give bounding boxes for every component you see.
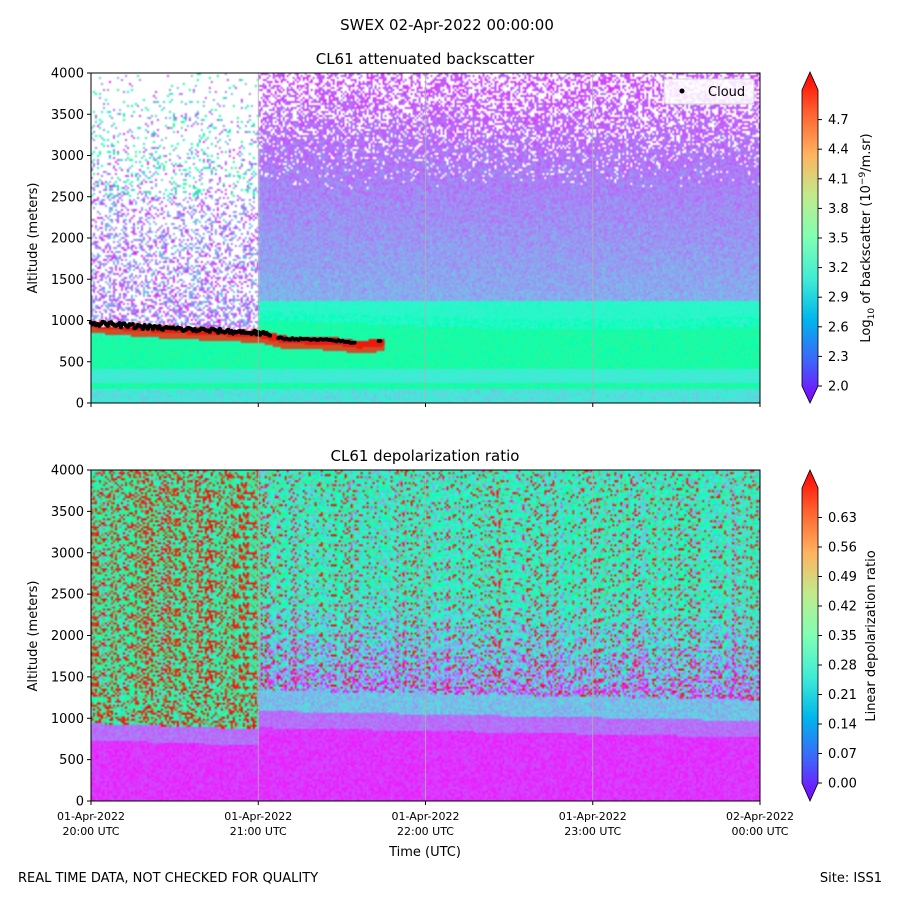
x-tick-date: 01-Apr-2022	[57, 810, 125, 823]
backscatter-colorbar-ticks: 2.0 2.3 2.6 2.9 3.2 3.5 3.8 4.1 4.4 4.7	[818, 113, 849, 395]
x-tick-date: 01-Apr-2022	[224, 810, 292, 823]
cloud-base-markers	[88, 319, 383, 346]
cb1-label-sup: −9	[858, 172, 868, 186]
y-tick-label: 2500	[51, 588, 84, 603]
x-tick-time: 00:00 UTC	[731, 825, 788, 838]
cloud-marker	[118, 325, 124, 330]
cb1-label-suffix: /m.sr)	[859, 133, 874, 171]
colorbar-tick-label: 2.0	[828, 380, 849, 395]
depolarization-colorbar-label: Linear depolarization ratio	[864, 550, 879, 721]
footer-site: Site: ISS1	[820, 871, 882, 886]
colorbar-tick-label: 0.21	[828, 688, 857, 703]
y-tick-label: 3000	[51, 546, 84, 561]
y-tick-label: 500	[59, 355, 84, 370]
x-tick-time: 21:00 UTC	[230, 825, 287, 838]
backscatter-colorbar-label: Log10 of backscatter (10−9/m.sr)	[858, 133, 877, 342]
x-tick-date: 02-Apr-2022	[726, 810, 794, 823]
depolarization-y-ticks: 0 500 1000 1500 2000 2500 3000 3500 4000	[51, 464, 91, 810]
cloud-marker	[378, 339, 383, 344]
cloud-marker	[215, 330, 221, 335]
depolarization-panel: CL61 depolarization ratio 0 500 1000 1500 20…	[26, 447, 879, 838]
y-tick-label: 1500	[51, 273, 84, 288]
cloud-marker	[352, 340, 357, 345]
x-tick-date: 01-Apr-2022	[559, 810, 627, 823]
y-tick-label: 4000	[51, 67, 84, 82]
cb1-label-sub: 10	[867, 308, 877, 320]
colorbar-tick-label: 0.42	[828, 600, 857, 615]
y-tick-label: 3000	[51, 149, 84, 164]
y-tick-label: 0	[76, 397, 84, 412]
x-tick-time: 20:00 UTC	[62, 825, 119, 838]
y-tick-label: 2500	[51, 190, 84, 205]
y-tick-label: 2000	[51, 629, 84, 644]
backscatter-colorbar-bar	[801, 71, 819, 404]
backscatter-panel: CL61 attenuated backscatter 0 500 1000 1500…	[26, 50, 877, 412]
depolarization-colorbar: 0.00 0.07 0.14 0.21 0.28 0.35 0.42 0.49 0.56 0.63…	[801, 469, 879, 802]
colorbar-tick-label: 0.00	[828, 777, 857, 792]
footer-disclaimer: REAL TIME DATA, NOT CHECKED FOR QUALITY	[18, 871, 318, 886]
y-tick-label: 3500	[51, 505, 84, 520]
colorbar-tick-label: 3.5	[828, 232, 849, 247]
x-axis-label: Time (UTC)	[388, 845, 461, 860]
y-tick-label: 0	[76, 795, 84, 810]
cb1-label-prefix: Log	[859, 319, 874, 342]
colorbar-tick-label: 0.63	[828, 511, 857, 526]
x-tick-date: 01-Apr-2022	[391, 810, 459, 823]
y-tick-label: 1000	[51, 314, 84, 329]
backscatter-colorbar: 2.0 2.3 2.6 2.9 3.2 3.5 3.8 4.1 4.4 4.7 Log10 of …	[801, 71, 877, 404]
y-tick-label: 500	[59, 753, 84, 768]
suptitle: SWEX 02-Apr-2022 00:00:00	[340, 16, 554, 34]
cb1-label-mid: of backscatter (10	[859, 185, 874, 308]
y-tick-label: 4000	[51, 464, 84, 479]
colorbar-tick-label: 0.14	[828, 718, 857, 733]
backscatter-time-gridlines	[257, 73, 594, 403]
x-tick-time: 23:00 UTC	[564, 825, 621, 838]
colorbar-tick-label: 4.7	[828, 113, 849, 128]
cloud-marker	[130, 322, 136, 327]
legend-cloud-marker	[679, 88, 685, 94]
cloud-marker	[117, 320, 122, 326]
depolarization-colorbar-bar	[801, 469, 819, 802]
colorbar-tick-label: 0.35	[828, 629, 857, 644]
backscatter-y-ticks: 0 500 1000 1500 2000 2500 3000 3500 4000	[51, 67, 91, 412]
colorbar-tick-label: 4.1	[828, 172, 849, 187]
depolarization-title: CL61 depolarization ratio	[331, 447, 520, 465]
depolarization-colorbar-ticks: 0.00 0.07 0.14 0.21 0.28 0.35 0.42 0.49 0.56 0.63	[818, 511, 857, 792]
colorbar-tick-label: 0.56	[828, 541, 857, 556]
cloud-legend: Cloud	[663, 78, 755, 105]
y-tick-label: 3500	[51, 108, 84, 123]
colorbar-tick-label: 2.9	[828, 291, 849, 306]
cloud-marker	[140, 326, 146, 331]
backscatter-title: CL61 attenuated backscatter	[316, 50, 535, 68]
backscatter-ylabel: Altitude (meters)	[26, 183, 41, 294]
colorbar-tick-label: 0.07	[828, 747, 857, 762]
y-tick-label: 1000	[51, 712, 84, 727]
legend-box	[663, 78, 755, 105]
backscatter-x-ticks	[90, 403, 761, 407]
legend-cloud-label: Cloud	[708, 85, 745, 100]
cloud-marker	[267, 333, 273, 338]
depolarization-ylabel: Altitude (meters)	[26, 581, 41, 692]
x-tick-time: 22:00 UTC	[397, 825, 454, 838]
y-tick-label: 1500	[51, 670, 84, 685]
depolarization-x-ticks: 01-Apr-2022 20:00 UTC 01-Apr-2022 21:00 UTC…	[57, 801, 794, 838]
depolarization-time-gridlines	[257, 470, 594, 801]
cloud-marker	[252, 328, 258, 334]
colorbar-tick-label: 0.28	[828, 659, 857, 674]
colorbar-tick-label: 3.2	[828, 261, 849, 276]
y-tick-label: 2000	[51, 232, 84, 247]
colorbar-tick-label: 4.4	[828, 143, 849, 158]
colorbar-tick-label: 2.3	[828, 350, 849, 365]
colorbar-tick-label: 0.49	[828, 570, 857, 585]
colorbar-tick-label: 2.6	[828, 320, 849, 335]
colorbar-tick-label: 3.8	[828, 202, 849, 217]
